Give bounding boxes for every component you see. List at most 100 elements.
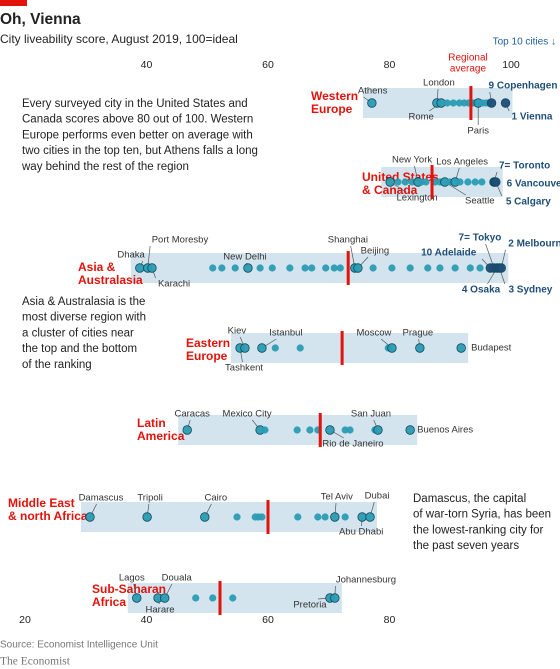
city-dot [200, 512, 210, 522]
x-tick-label: 40 [141, 614, 153, 626]
city-dot [135, 263, 145, 273]
city-dot [256, 264, 264, 272]
city-label: Shanghai [328, 235, 368, 246]
region-name: Sub-Saharan [92, 582, 166, 596]
region-name: Middle East [8, 496, 75, 510]
city-label: New York [392, 155, 432, 166]
city-dot [491, 177, 501, 187]
region-name: Western [311, 89, 358, 103]
city-label: 10 Adelaide [421, 248, 477, 259]
city-label: 5 Calgary [506, 197, 551, 208]
city-label: Tel Aviv [321, 492, 353, 503]
city-dot [322, 264, 330, 272]
city-label: Johannesburg [336, 575, 396, 586]
city-dot [471, 178, 479, 186]
city-dot [336, 264, 344, 272]
average-note: average [450, 64, 487, 75]
annotation: way behind the rest of the region [21, 161, 189, 173]
city-dot [231, 264, 239, 272]
city-label: 9 Copenhagen [489, 81, 558, 92]
city-dot [85, 512, 95, 522]
city-label: Lexington [397, 193, 438, 204]
region-band [231, 333, 469, 363]
city-dot [424, 264, 432, 272]
city-label: San Juan [351, 409, 391, 420]
city-label: Seattle [465, 196, 495, 207]
chart-title: Oh, Vienna [0, 11, 81, 28]
city-label: Paris [467, 126, 489, 137]
region-name: Latin [137, 416, 166, 430]
region-name: & Canada [362, 183, 418, 197]
top10-note: Top 10 cities ↓ [493, 37, 556, 48]
city-dot [346, 426, 354, 434]
city-dot [456, 343, 466, 353]
region-band [130, 253, 509, 283]
city-label: Los Angeles [436, 157, 488, 168]
city-label: Dhaka [117, 250, 145, 261]
city-label: Dubai [365, 491, 390, 502]
x-tick-label: 80 [384, 59, 396, 71]
city-label: 7= Toronto [499, 161, 550, 172]
city-dot [353, 263, 363, 273]
region-name: Europe [186, 349, 228, 363]
city-label: Budapest [471, 343, 512, 354]
city-dot [451, 264, 459, 272]
city-label: Istanbul [269, 328, 302, 339]
city-label: 6 Vancouver [507, 179, 560, 190]
city-dot [192, 594, 200, 602]
city-label: Moscow [357, 328, 392, 339]
city-label: Port Moresby [152, 235, 209, 246]
city-dot [449, 99, 457, 107]
city-label: Mexico City [223, 409, 272, 420]
city-dot [296, 344, 304, 352]
city-dot [209, 594, 217, 602]
city-label: 2 Melbourne [508, 239, 560, 250]
city-dot [496, 263, 506, 273]
city-dot [243, 263, 253, 273]
city-label: 7= Tokyo [459, 233, 502, 244]
x-tick-label: 60 [262, 59, 274, 71]
city-dot [240, 343, 250, 353]
city-dot [268, 264, 276, 272]
city-dot [388, 264, 396, 272]
city-label: Caracas [175, 409, 211, 420]
city-dot [387, 343, 397, 353]
annotation: of war-torn Syria, has been [413, 509, 551, 521]
annotation: Asia & Australasia is the [22, 296, 145, 308]
region-name: Australasia [78, 273, 143, 287]
region-name: Eastern [186, 336, 230, 350]
city-dot [401, 178, 409, 186]
city-dot [436, 264, 444, 272]
city-dot [293, 426, 301, 434]
x-tick-label: 100 [502, 59, 520, 71]
city-dot [367, 98, 377, 108]
city-dot [476, 264, 484, 272]
region-name: Europe [311, 102, 353, 116]
city-dot [330, 512, 340, 522]
city-label: Tripoli [137, 493, 163, 504]
x-tick-label: 60 [262, 614, 274, 626]
city-dot [365, 512, 375, 522]
source: Source: Economist Intelligence Unit [0, 640, 158, 651]
x-tick-label: 20 [19, 614, 31, 626]
city-dot [132, 593, 142, 603]
city-dot [209, 264, 217, 272]
publisher: The Economist [0, 656, 71, 668]
average-note: Regional [448, 53, 487, 64]
city-dot [160, 593, 170, 603]
city-label: Rome [408, 112, 433, 123]
x-tick-label: 40 [141, 59, 153, 71]
city-dot [422, 178, 430, 186]
region-name: & north Africa [8, 509, 88, 523]
city-dot [314, 513, 322, 521]
city-dot [182, 425, 192, 435]
city-label: Prague [403, 328, 434, 339]
city-label: Buenos Aires [417, 425, 473, 436]
city-label: Abu Dhabi [339, 527, 383, 538]
region-name: Africa [92, 595, 126, 609]
city-dot [258, 513, 266, 521]
city-dot [257, 343, 267, 353]
city-dot [385, 177, 395, 187]
region-name: Asia & [78, 260, 116, 274]
